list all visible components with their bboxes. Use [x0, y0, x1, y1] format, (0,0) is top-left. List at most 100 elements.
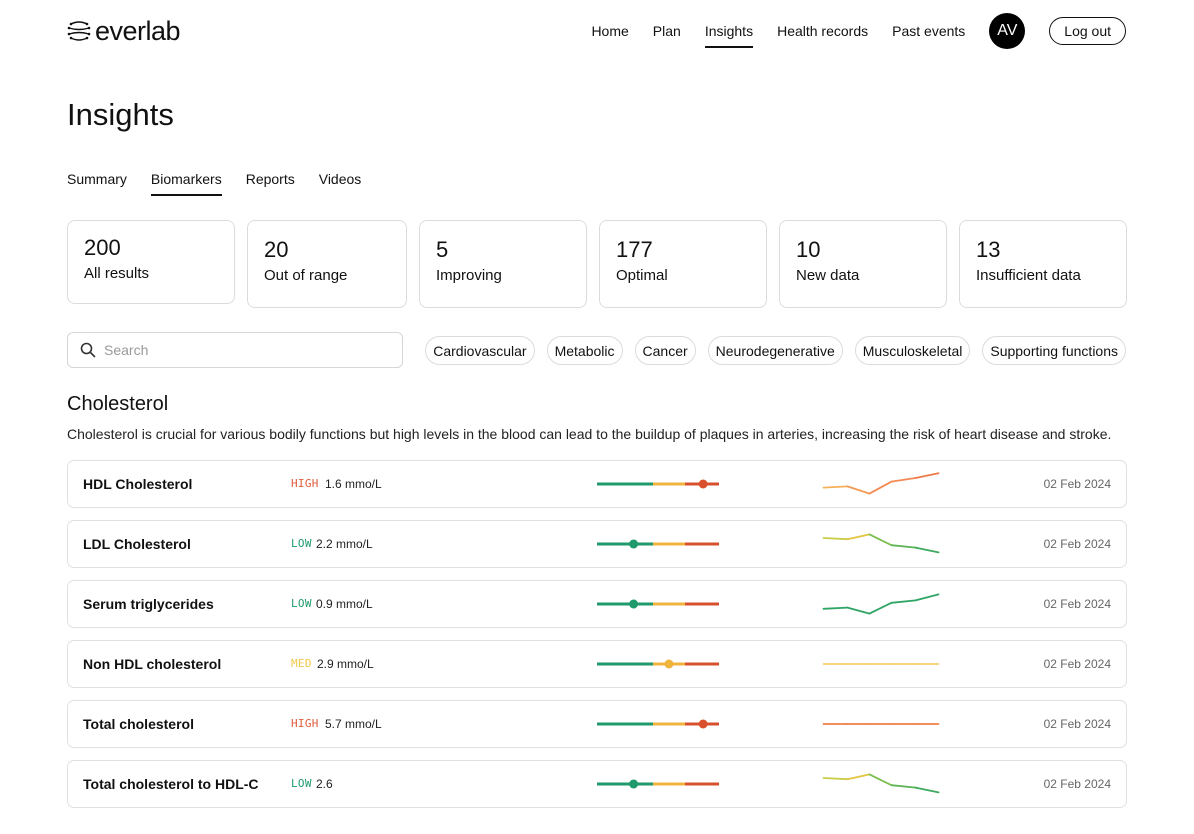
biomarker-name: Total cholesterol: [83, 716, 194, 732]
biomarker-value: 2.9 mmo/L: [317, 657, 374, 671]
trend-segment: [914, 546, 940, 554]
category-filters: Cardiovascular Metabolic Cancer Neurodeg…: [413, 336, 1126, 365]
range-segment: [597, 482, 653, 486]
biomarker-value: 2.2 mmo/L: [316, 537, 373, 551]
range-segment: [653, 482, 685, 486]
range-marker: [698, 719, 708, 729]
result-date: 02 Feb 2024: [1043, 537, 1111, 551]
range-segment: [653, 542, 685, 546]
range-marker: [698, 479, 708, 489]
stat-card-out-of-range[interactable]: 20 Out of range: [247, 220, 407, 308]
range-marker: [664, 659, 674, 669]
filter-chip-metabolic[interactable]: Metabolic: [546, 336, 623, 365]
biomarker-row[interactable]: HDL Cholesterol HIGH 1.6 mmo/L 02 Feb 2024: [67, 460, 1127, 508]
trend-segment: [846, 533, 871, 541]
biomarker-value: 0.9 mmo/L: [316, 597, 373, 611]
nav-insights[interactable]: Insights: [704, 15, 754, 48]
stat-card-insufficient-data[interactable]: 13 Insufficient data: [959, 220, 1127, 308]
section-description: Cholesterol is crucial for various bodil…: [67, 426, 1112, 442]
trend-sparkline: [822, 593, 940, 615]
biomarker-name: LDL Cholesterol: [83, 536, 191, 552]
status-badge: MED: [291, 657, 312, 670]
trend-segment: [822, 606, 849, 610]
result-date: 02 Feb 2024: [1043, 657, 1111, 671]
reference-range-bar: [597, 599, 719, 609]
trend-segment: [846, 606, 871, 615]
status-badge: HIGH: [291, 477, 319, 490]
filter-chip-neurodegenerative[interactable]: Neurodegenerative: [707, 336, 843, 365]
stat-value: 200: [84, 235, 121, 260]
nav-past-events[interactable]: Past events: [892, 23, 966, 39]
trend-segment: [890, 599, 917, 604]
reference-range-bar: [597, 719, 719, 729]
stat-label: Out of range: [264, 267, 348, 284]
range-segment: [597, 722, 653, 726]
stat-card-new-data[interactable]: 10 New data: [779, 220, 947, 308]
filter-chip-musculoskeletal[interactable]: Musculoskeletal: [854, 336, 971, 365]
everlab-logo-icon: [67, 21, 91, 41]
filter-chip-cancer[interactable]: Cancer: [634, 336, 696, 365]
biomarker-row[interactable]: Non HDL cholesterol MED 2.9 mmo/L 02 Feb 20…: [67, 640, 1127, 688]
nav-home[interactable]: Home: [591, 23, 629, 39]
range-marker: [629, 539, 639, 549]
range-segment: [685, 542, 719, 546]
nav-health-records[interactable]: Health records: [777, 23, 869, 39]
logout-button[interactable]: Log out: [1049, 17, 1126, 45]
stat-label: Insufficient data: [976, 267, 1081, 284]
biomarker-row[interactable]: Total cholesterol HIGH 5.7 mmo/L 02 Feb 202…: [67, 700, 1127, 748]
reference-range-bar: [597, 479, 719, 489]
trend-segment: [890, 784, 917, 789]
stat-card-improving[interactable]: 5 Improving: [419, 220, 587, 308]
trend-segment: [868, 773, 893, 787]
reference-range-bar: [597, 539, 719, 549]
nav-plan[interactable]: Plan: [652, 23, 681, 39]
search-input[interactable]: [104, 342, 384, 358]
tab-summary[interactable]: Summary: [67, 171, 127, 187]
trend-sparkline: [822, 663, 940, 665]
reference-range-bar: [597, 779, 719, 789]
filter-chip-supporting-functions[interactable]: Supporting functions: [982, 336, 1126, 365]
biomarker-name: Serum triglycerides: [83, 596, 214, 612]
range-segment: [597, 542, 653, 546]
result-date: 02 Feb 2024: [1043, 597, 1111, 611]
stat-label: Improving: [436, 267, 502, 284]
biomarker-row[interactable]: Total cholesterol to HDL-C LOW 2.6 02 Feb 2…: [67, 760, 1127, 808]
filter-chip-cardiovascular[interactable]: Cardiovascular: [425, 336, 535, 365]
biomarker-name: HDL Cholesterol: [83, 476, 193, 492]
trend-segment: [822, 485, 849, 489]
tab-biomarkers[interactable]: Biomarkers: [150, 168, 222, 196]
tab-videos[interactable]: Videos: [318, 171, 362, 187]
trend-sparkline: [822, 723, 940, 725]
search-box[interactable]: [67, 332, 403, 368]
stat-value: 13: [976, 237, 1001, 262]
stat-value: 5: [436, 237, 449, 262]
trend-sparkline: [822, 773, 940, 794]
status-badge: LOW: [291, 777, 312, 790]
range-segment: [653, 602, 685, 606]
trend-segment: [868, 480, 893, 495]
brand-logo[interactable]: everlab: [67, 14, 181, 48]
tab-reports[interactable]: Reports: [245, 171, 295, 187]
biomarker-row[interactable]: Serum triglycerides LOW 0.9 mmo/L 02 Feb 20…: [67, 580, 1127, 628]
stat-cards: 200 All results 20 Out of range 5 Improv…: [67, 220, 1127, 308]
range-marker: [629, 779, 639, 789]
stat-card-all-results[interactable]: 200 All results: [67, 220, 235, 304]
status-badge: HIGH: [291, 717, 319, 730]
biomarker-list: HDL Cholesterol HIGH 1.6 mmo/L 02 Feb 2024 L…: [67, 460, 1127, 820]
brand-name: everlab: [95, 15, 181, 46]
user-avatar[interactable]: AV: [989, 13, 1026, 49]
range-segment: [653, 782, 685, 786]
stat-label: New data: [796, 267, 860, 284]
stat-card-optimal[interactable]: 177 Optimal: [599, 220, 767, 308]
range-marker: [629, 599, 639, 609]
trend-sparkline: [822, 472, 940, 495]
insights-tabs: Summary Biomarkers Reports Videos: [67, 168, 385, 196]
stat-value: 10: [796, 237, 821, 262]
trend-segment: [868, 533, 893, 547]
biomarker-row[interactable]: LDL Cholesterol LOW 2.2 mmo/L 02 Feb 2024: [67, 520, 1127, 568]
trend-segment: [890, 477, 917, 483]
biomarker-name: Total cholesterol to HDL-C: [83, 776, 259, 792]
range-segment: [597, 782, 653, 786]
trend-segment: [914, 593, 940, 602]
trend-segment: [868, 601, 893, 615]
